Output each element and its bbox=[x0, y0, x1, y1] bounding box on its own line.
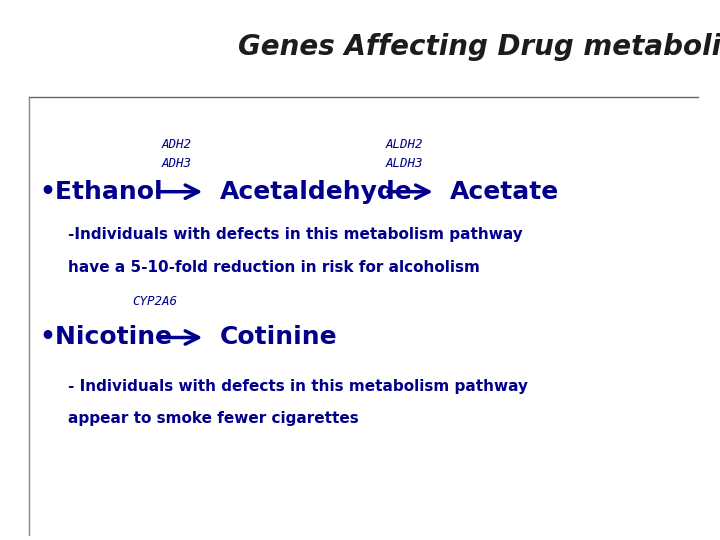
Text: •Ethanol: •Ethanol bbox=[40, 180, 163, 204]
Text: Acetate: Acetate bbox=[450, 180, 559, 204]
Text: - Individuals with defects in this metabolism pathway: - Individuals with defects in this metab… bbox=[68, 379, 528, 394]
Text: CYP2A6: CYP2A6 bbox=[132, 295, 177, 308]
Text: -Individuals with defects in this metabolism pathway: -Individuals with defects in this metabo… bbox=[68, 227, 523, 242]
Text: ALDH2: ALDH2 bbox=[386, 138, 423, 151]
Text: Cotinine: Cotinine bbox=[220, 326, 337, 349]
Text: ADH3: ADH3 bbox=[161, 157, 192, 170]
Text: ADH2: ADH2 bbox=[161, 138, 192, 151]
Text: appear to smoke fewer cigarettes: appear to smoke fewer cigarettes bbox=[68, 411, 359, 426]
Text: have a 5-10-fold reduction in risk for alcoholism: have a 5-10-fold reduction in risk for a… bbox=[68, 260, 480, 275]
Text: ALDH3: ALDH3 bbox=[386, 157, 423, 170]
Text: Acetaldehyde: Acetaldehyde bbox=[220, 180, 413, 204]
Text: •Nicotine: •Nicotine bbox=[40, 326, 173, 349]
Text: Genes Affecting Drug metabolism: Genes Affecting Drug metabolism bbox=[238, 33, 720, 61]
